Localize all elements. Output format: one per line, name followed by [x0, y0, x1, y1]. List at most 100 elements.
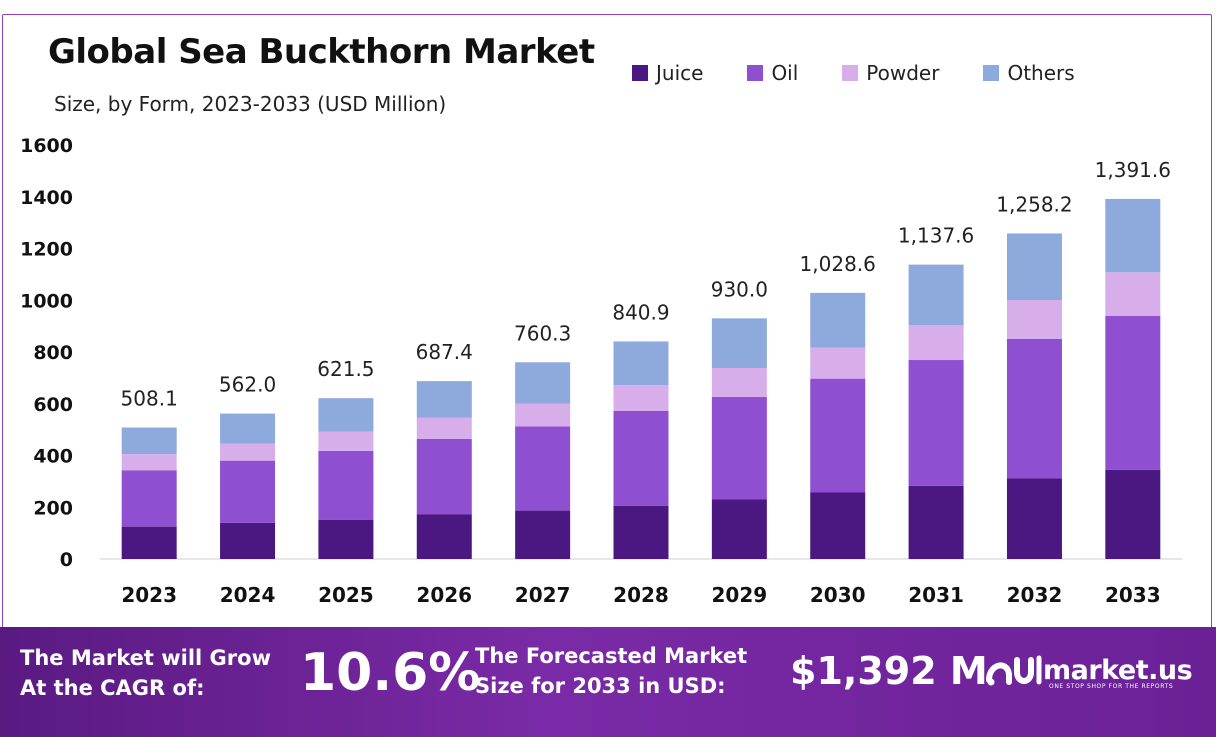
- bar-segment-powder-2025: [318, 431, 374, 451]
- bar-segment-oil-2031: [908, 360, 964, 486]
- bar-segment-oil-2028: [613, 410, 669, 506]
- cagr-value: 10.6%: [300, 643, 481, 703]
- x-tick-label: 2032: [1007, 583, 1063, 607]
- bar-segment-oil-2025: [318, 450, 374, 520]
- bar-total-label: 930.0: [711, 277, 768, 301]
- brand-name: market.us: [1043, 654, 1193, 686]
- x-tick-label: 2024: [220, 583, 276, 607]
- bar-total-label: 687.4: [416, 340, 473, 364]
- legend-label: Others: [1007, 61, 1075, 85]
- x-tick-label: 2033: [1105, 583, 1161, 607]
- y-tick-label: 800: [33, 342, 73, 364]
- legend-swatch: [842, 65, 859, 81]
- bar-total-label: 1,391.6: [1095, 158, 1171, 182]
- bar-segment-oil-2027: [515, 426, 571, 511]
- stacked-bar-chart: 0 200 400 600 800 1000 1200 1400 1600 508.1 2023 56…: [20, 135, 1182, 607]
- bar-total-label: 621.5: [317, 357, 374, 381]
- bar-segment-juice-2024: [220, 522, 276, 559]
- bar-segment-juice-2023: [121, 526, 177, 559]
- forecast-value: $1,392 M: [790, 649, 988, 693]
- bar-segment-juice-2030: [810, 492, 866, 559]
- x-tick-label: 2029: [712, 583, 768, 607]
- bar-segment-juice-2026: [416, 514, 472, 559]
- forecast-label-line2: Size for 2033 in USD:: [475, 674, 726, 698]
- bar-total-label: 1,258.2: [996, 192, 1072, 216]
- y-tick-label: 200: [33, 497, 73, 519]
- bar-segment-oil-2030: [810, 378, 866, 493]
- x-tick-label: 2025: [318, 583, 374, 607]
- bar-segment-powder-2023: [121, 454, 177, 471]
- bar-segment-powder-2029: [711, 368, 767, 398]
- legend-swatch: [983, 65, 1000, 81]
- y-tick-label: 1400: [20, 187, 73, 209]
- bar-segment-juice-2032: [1006, 478, 1062, 559]
- legend-swatch: [747, 65, 764, 81]
- legend-item-juice: Juice: [632, 61, 703, 85]
- bar-total-label: 1,028.6: [800, 252, 876, 276]
- bar-segment-juice-2028: [613, 505, 669, 559]
- bar-total-label: 1,137.6: [898, 224, 974, 248]
- y-tick-label: 600: [33, 394, 73, 416]
- bar-segment-juice-2027: [515, 510, 571, 559]
- bar-total-label: 508.1: [121, 387, 178, 411]
- legend-label: Juice: [656, 61, 704, 85]
- bar-segment-others-2024: [220, 413, 276, 444]
- bar-segment-others-2031: [908, 264, 964, 326]
- bar-segment-oil-2032: [1006, 338, 1062, 479]
- legend-label: Oil: [771, 61, 799, 85]
- bar-segment-others-2030: [810, 292, 866, 348]
- bar-segment-powder-2026: [416, 417, 472, 439]
- legend-item-others: Others: [983, 61, 1075, 85]
- forecast-label: The Forecasted Market Size for 2033 in U…: [475, 641, 747, 701]
- bar-segment-oil-2024: [220, 460, 276, 523]
- legend-label: Powder: [866, 61, 940, 85]
- bar-segment-powder-2032: [1006, 299, 1062, 339]
- bar-segment-powder-2031: [908, 325, 964, 361]
- legend-swatch: [632, 65, 648, 81]
- legend-item-oil: Oil: [747, 61, 798, 85]
- bar-segment-oil-2026: [416, 438, 472, 515]
- bar-segment-others-2026: [416, 381, 472, 418]
- bar-segment-others-2029: [711, 318, 767, 369]
- x-tick-label: 2027: [515, 583, 571, 607]
- bar-segment-others-2025: [318, 398, 374, 432]
- brand-tagline: ONE STOP SHOP FOR THE REPORTS: [1049, 683, 1174, 690]
- y-tick-label: 400: [33, 446, 73, 468]
- bar-total-label: 562.0: [219, 373, 276, 397]
- chart-subtitle: Size, by Form, 2023-2033 (USD Million): [54, 92, 447, 116]
- chart-title: Global Sea Buckthorn Market: [48, 32, 595, 72]
- cagr-label-line1: The Market will Grow: [20, 646, 271, 670]
- x-tick-label: 2023: [121, 583, 177, 607]
- bar-segment-powder-2024: [220, 443, 276, 461]
- y-tick-label: 1600: [20, 135, 73, 157]
- bar-segment-powder-2028: [613, 385, 669, 411]
- x-tick-label: 2031: [908, 583, 964, 607]
- x-tick-label: 2028: [613, 583, 669, 607]
- chart-legend: Juice Oil Powder Others: [632, 60, 1119, 86]
- y-tick-label: 1000: [20, 290, 73, 312]
- forecast-label-line1: The Forecasted Market: [475, 644, 748, 668]
- market-us-logo[interactable]: market.us: [985, 650, 1193, 690]
- bar-segment-juice-2029: [711, 499, 767, 559]
- bar-segment-juice-2033: [1105, 469, 1161, 559]
- market-us-logo-icon: [986, 655, 1042, 686]
- bar-segment-others-2033: [1105, 198, 1161, 273]
- x-tick-label: 2026: [416, 583, 472, 607]
- bar-segment-oil-2033: [1105, 315, 1161, 470]
- x-tick-label: 2030: [810, 583, 866, 607]
- bar-segment-powder-2030: [810, 347, 866, 379]
- bar-segment-others-2027: [515, 362, 571, 404]
- legend-item-powder: Powder: [842, 61, 939, 85]
- bar-segment-others-2028: [613, 341, 669, 386]
- bar-segment-juice-2025: [318, 519, 374, 559]
- cagr-label-line2: At the CAGR of:: [20, 676, 205, 700]
- bar-segment-powder-2033: [1105, 272, 1161, 316]
- bar-segment-others-2032: [1006, 233, 1062, 300]
- bar-segment-powder-2027: [515, 403, 571, 427]
- summary-banner: The Market will Grow At the CAGR of: 10.…: [0, 627, 1216, 737]
- bar-total-label: 760.3: [514, 321, 571, 345]
- bar-segment-others-2023: [121, 427, 177, 455]
- bar-segment-oil-2023: [121, 470, 177, 527]
- cagr-label: The Market will Grow At the CAGR of:: [20, 643, 271, 703]
- y-tick-label: 0: [60, 549, 73, 571]
